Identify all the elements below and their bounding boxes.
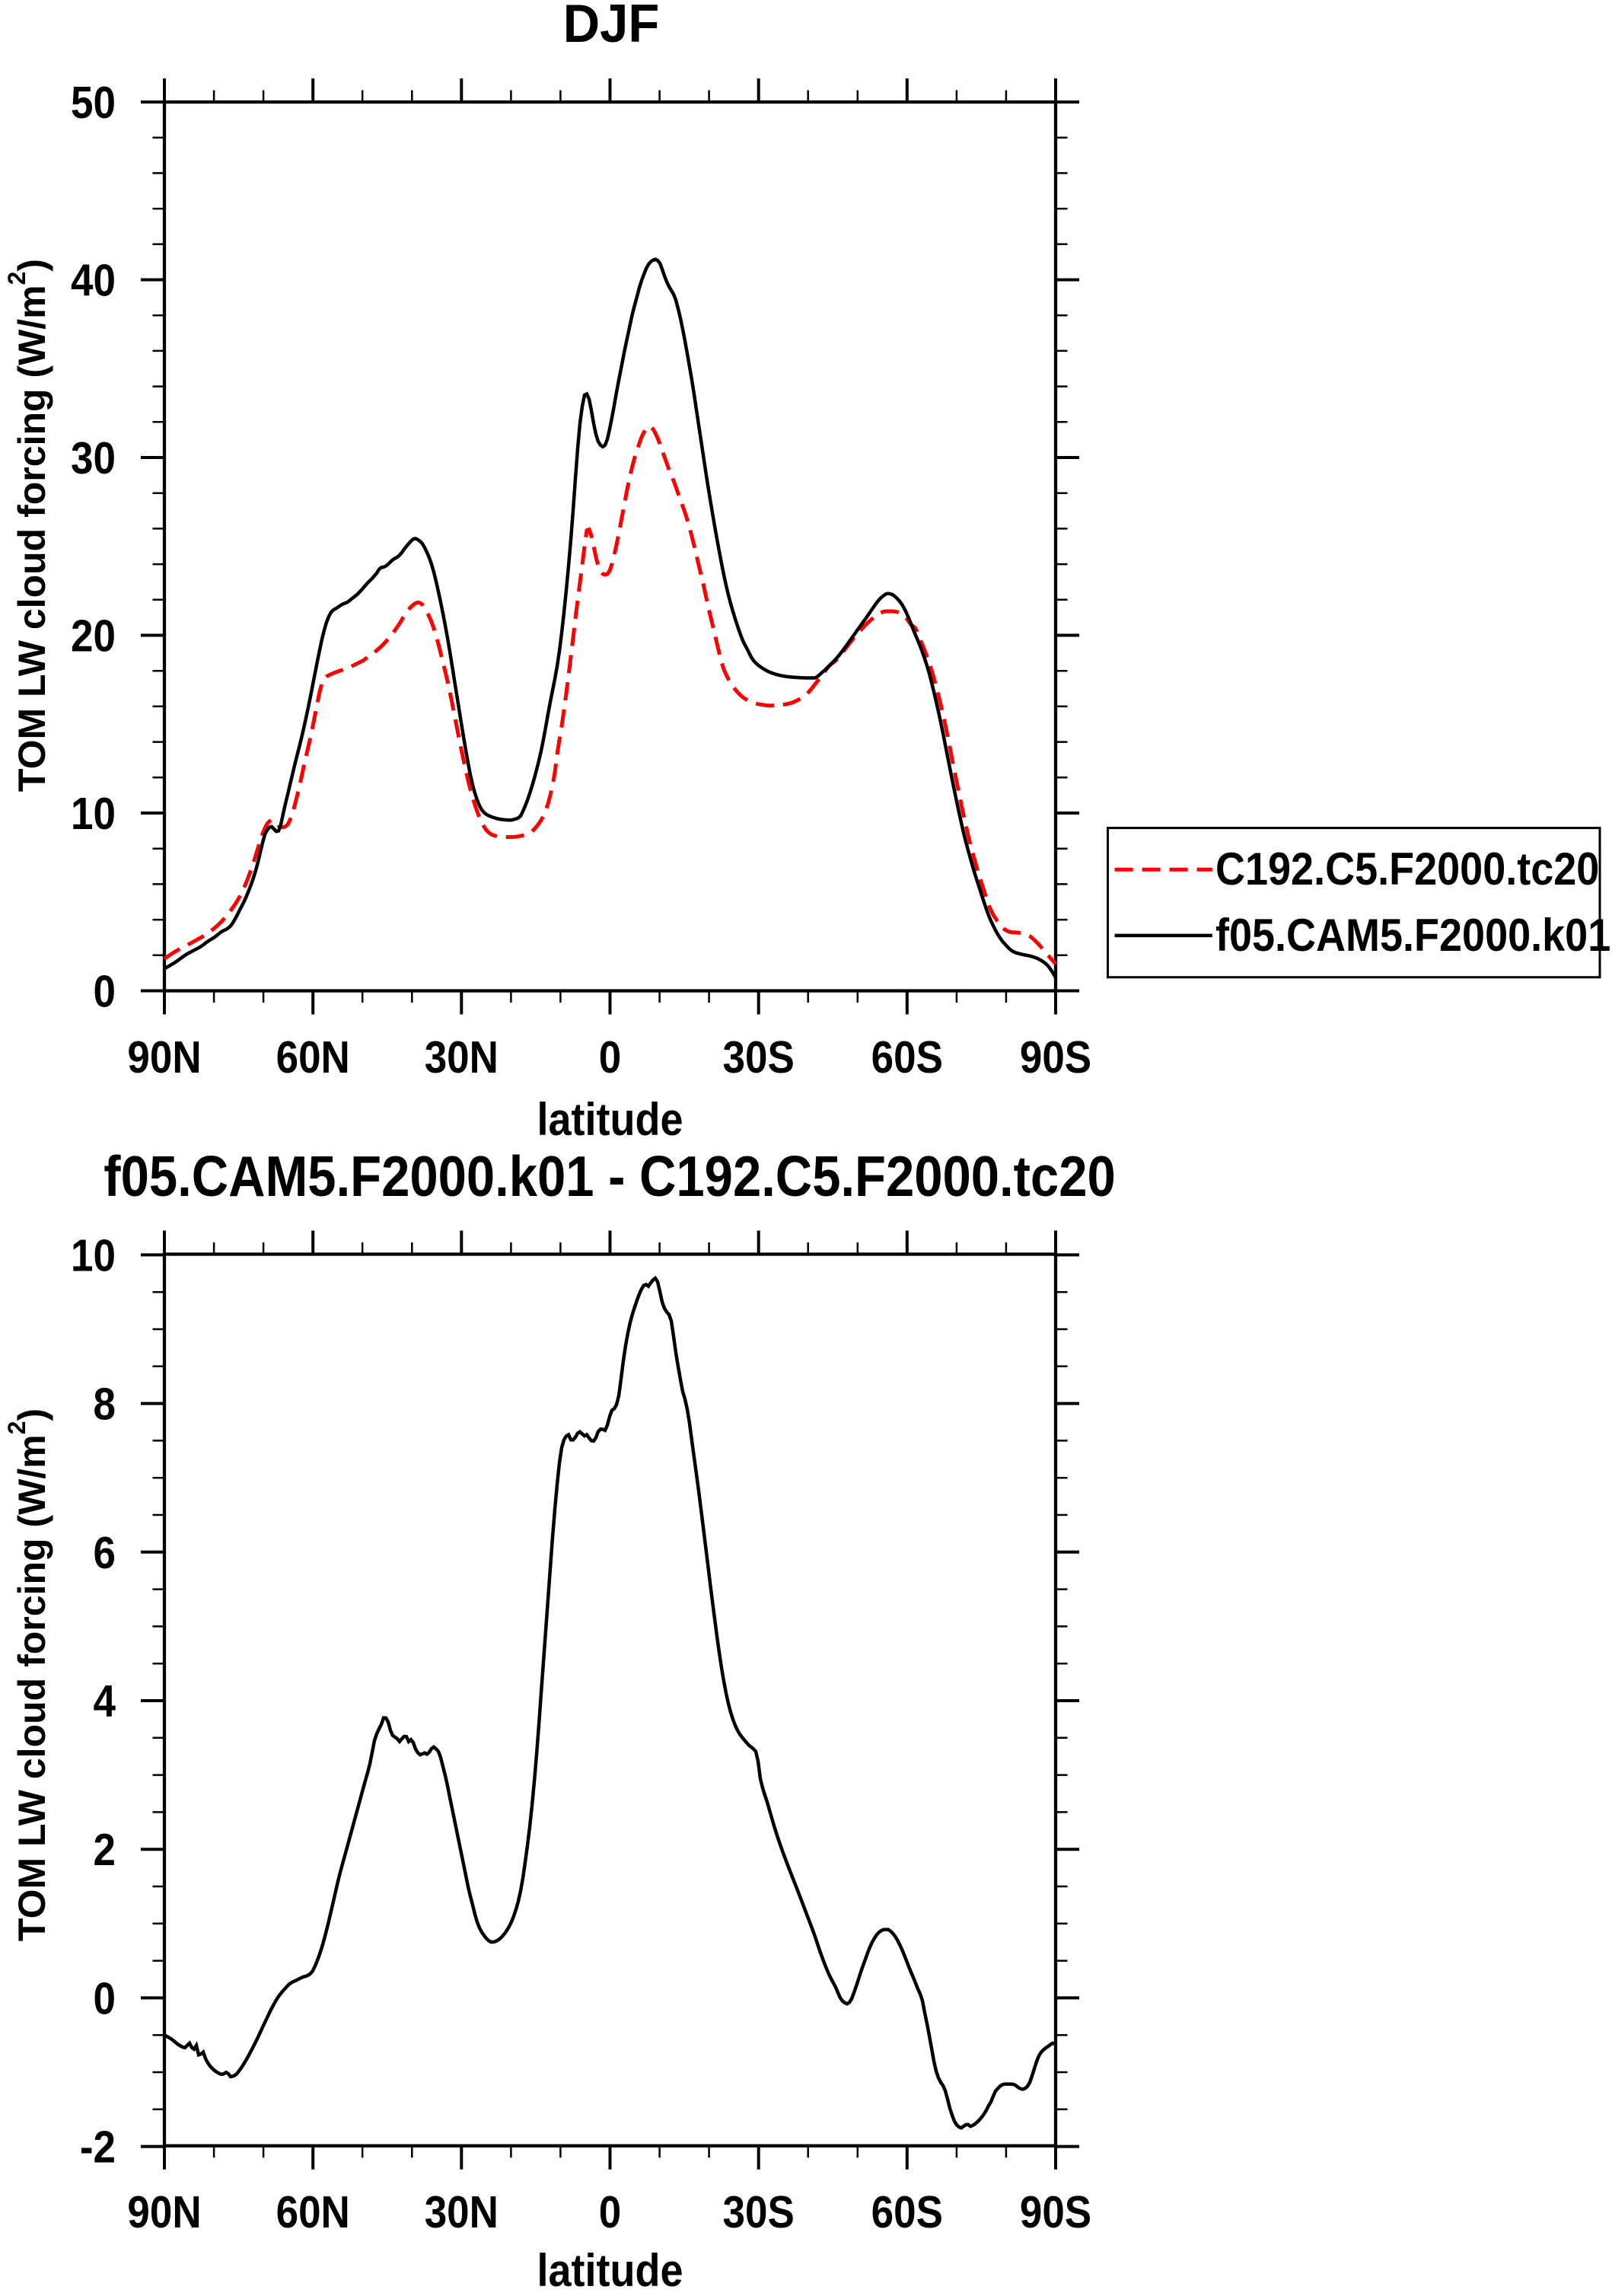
svg-text:90N: 90N (127, 2186, 201, 2237)
svg-text:30S: 30S (723, 2186, 795, 2237)
svg-text:40: 40 (71, 255, 116, 305)
svg-text:TOM LW cloud forcing (W/m2): TOM LW cloud forcing (W/m2) (3, 259, 53, 792)
svg-text:TOM LW cloud forcing (W/m2): TOM LW cloud forcing (W/m2) (3, 1408, 53, 1941)
svg-text:30S: 30S (723, 1032, 795, 1082)
svg-text:4: 4 (94, 1676, 116, 1726)
svg-text:8: 8 (94, 1379, 116, 1429)
svg-text:90N: 90N (127, 1032, 201, 1082)
svg-text:10: 10 (71, 788, 116, 838)
svg-text:DJF: DJF (563, 0, 660, 53)
svg-text:0: 0 (599, 2186, 621, 2237)
svg-text:90S: 90S (1020, 2186, 1091, 2237)
svg-text:6: 6 (94, 1527, 116, 1577)
svg-text:30N: 30N (425, 2186, 499, 2237)
svg-text:20: 20 (71, 611, 116, 661)
svg-text:0: 0 (94, 966, 116, 1016)
svg-text:30N: 30N (425, 1032, 499, 1082)
svg-text:30: 30 (71, 432, 116, 483)
svg-text:f05.CAM5.F2000.k01: f05.CAM5.F2000.k01 (1215, 910, 1610, 961)
svg-text:C192.C5.F2000.tc20: C192.C5.F2000.tc20 (1215, 843, 1599, 895)
svg-text:60N: 60N (276, 2186, 350, 2237)
svg-text:60S: 60S (871, 2186, 943, 2237)
svg-text:f05.CAM5.F2000.k01 - C192.C5.F: f05.CAM5.F2000.k01 - C192.C5.F2000.tc20 (104, 1146, 1115, 1209)
svg-text:2: 2 (94, 1824, 116, 1874)
svg-text:50: 50 (71, 77, 116, 127)
svg-text:0: 0 (94, 1973, 116, 2023)
svg-text:10: 10 (71, 1230, 116, 1280)
svg-text:60S: 60S (871, 1032, 943, 1082)
svg-text:latitude: latitude (537, 2245, 683, 2292)
svg-text:60N: 60N (276, 1032, 350, 1082)
svg-text:latitude: latitude (537, 1094, 683, 1146)
svg-text:90S: 90S (1020, 1032, 1091, 1082)
svg-text:-2: -2 (80, 2122, 116, 2172)
svg-text:0: 0 (599, 1032, 621, 1082)
